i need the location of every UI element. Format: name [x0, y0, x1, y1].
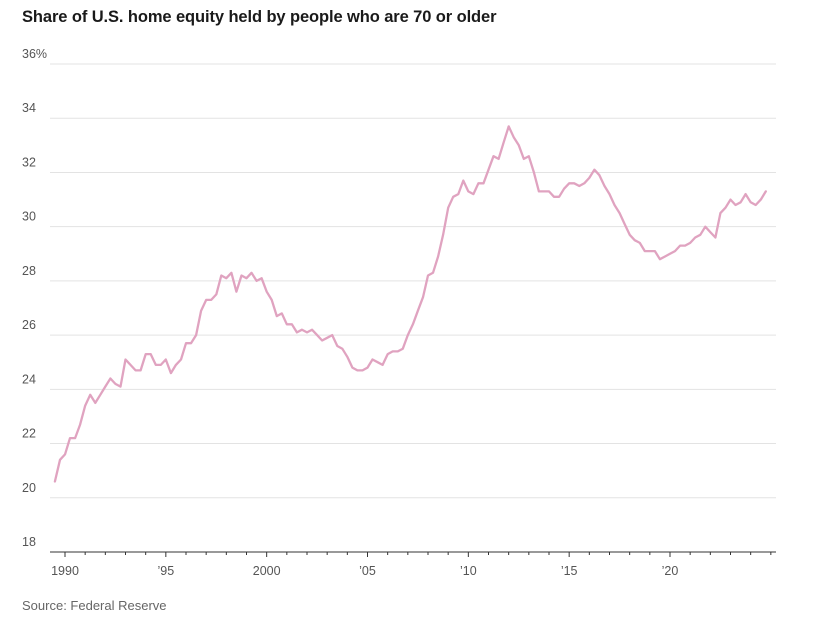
- x-axis-ticks: 1990 ’95 2000 ’05 ’10 ’15 ’20: [51, 552, 772, 578]
- x-tick-label: ’15: [561, 564, 578, 578]
- x-tick-label: ’10: [460, 564, 477, 578]
- chart-title: Share of U.S. home equity held by people…: [22, 8, 497, 26]
- y-tick-label: 18: [22, 535, 36, 549]
- series-line: [53, 125, 767, 483]
- x-tick-label: 2000: [253, 564, 281, 578]
- y-tick-label: 36%: [22, 47, 47, 61]
- gridlines: [50, 63, 776, 499]
- x-tick-label: ’95: [157, 564, 174, 578]
- source-note: Source: Federal Reserve: [22, 598, 167, 613]
- y-tick-label: 30: [22, 210, 36, 224]
- series-layer: [53, 125, 767, 483]
- x-tick-label: ’05: [359, 564, 376, 578]
- x-tick-label: ’20: [662, 564, 679, 578]
- y-tick-label: 24: [22, 372, 36, 386]
- y-axis-tick-labels: 18 20 22 24 26 28 30 32 34 36%: [22, 47, 47, 549]
- y-tick-label: 32: [22, 155, 36, 169]
- y-tick-label: 34: [22, 101, 36, 115]
- y-tick-label: 28: [22, 264, 36, 278]
- y-tick-label: 20: [22, 481, 36, 495]
- y-tick-label: 22: [22, 427, 36, 441]
- y-tick-label: 26: [22, 318, 36, 332]
- x-tick-label: 1990: [51, 564, 79, 578]
